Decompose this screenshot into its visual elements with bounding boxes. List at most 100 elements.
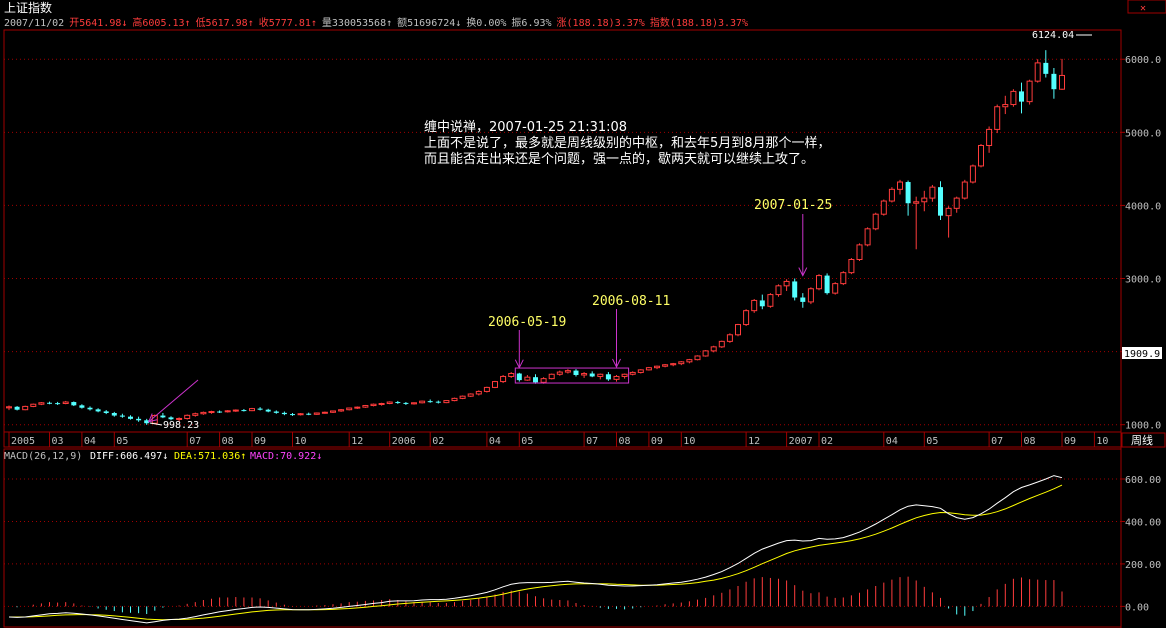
candle <box>411 402 417 405</box>
time-tick-label: 12 <box>351 436 363 447</box>
candle <box>645 366 652 371</box>
candle-body-down <box>160 415 166 418</box>
candle-body-down <box>427 401 433 403</box>
candle-body-up <box>321 411 328 414</box>
candle-body-up <box>338 409 345 412</box>
macd-macd-value: MACD:70.922↓ <box>250 451 322 462</box>
time-tick-label: 02 <box>432 436 444 447</box>
close-icon[interactable]: ✕ <box>1140 3 1146 14</box>
candle-body-up <box>662 364 669 367</box>
candle <box>953 196 960 213</box>
candle-body-down <box>1019 91 1024 102</box>
macd-tick-label: 600.00 <box>1125 475 1161 486</box>
candle <box>306 412 312 416</box>
high-price-label: 6124.04 <box>1032 30 1074 41</box>
candle <box>483 386 490 393</box>
candle <box>783 279 790 291</box>
candle <box>824 273 830 295</box>
close-box[interactable] <box>1127 0 1166 14</box>
time-tick-label: 08 <box>619 436 631 447</box>
time-tick-label: 08 <box>1024 436 1036 447</box>
candle <box>986 126 993 153</box>
candle <box>913 196 920 250</box>
candle <box>419 400 426 404</box>
candle <box>192 412 199 417</box>
candle <box>573 369 579 377</box>
candle-body-up <box>386 401 393 404</box>
candle-body-down <box>759 300 765 307</box>
candle <box>362 404 369 408</box>
header-info-item: 开5641.98↓ <box>69 18 127 29</box>
macd-tick-label: 0.00 <box>1125 602 1149 613</box>
candle <box>702 350 709 357</box>
candle <box>508 372 515 378</box>
macd-panel-border <box>3 448 1122 628</box>
candle <box>378 402 385 406</box>
arrow-2006-05-19 <box>514 330 524 369</box>
candle <box>905 180 911 216</box>
candle-body-down <box>241 410 247 412</box>
candle-body-up <box>556 371 563 375</box>
candle <box>111 411 117 417</box>
candle <box>79 404 85 409</box>
candle <box>718 340 725 348</box>
candle-body-up <box>1059 74 1065 90</box>
candle-body-up <box>508 373 515 377</box>
candle <box>95 408 101 413</box>
candle <box>128 415 133 420</box>
candle <box>144 418 150 425</box>
header-info-item: 指数(188.18)3.37% <box>650 16 748 29</box>
candle <box>176 417 183 422</box>
candle-body-down <box>1051 73 1057 90</box>
period-label[interactable]: 周线 <box>1131 433 1153 447</box>
candle-body-down <box>273 411 279 413</box>
candle-body-up <box>548 373 555 380</box>
candle-body-down <box>589 373 595 377</box>
price-tick-label: 1000.0 <box>1125 421 1161 432</box>
time-tick-label: 04 <box>886 436 898 447</box>
candle <box>492 380 498 389</box>
candle-body-down <box>403 402 409 404</box>
candle-body-up <box>986 128 993 146</box>
candle <box>548 373 555 380</box>
time-tick-label: 05 <box>521 436 533 447</box>
time-tick-label: 09 <box>651 436 663 447</box>
candle-body-up <box>184 414 191 419</box>
candle-body-down <box>119 415 125 417</box>
candle <box>969 164 976 184</box>
candle <box>459 395 466 400</box>
candle <box>751 298 758 313</box>
candle-body-up <box>694 355 701 361</box>
header-info-item: 2007/11/02 <box>4 18 64 29</box>
consolidation-box <box>514 367 630 384</box>
candle <box>87 406 93 411</box>
candle-body-up <box>872 213 879 230</box>
candle-body-up <box>775 285 782 296</box>
time-tick-label: 10 <box>1096 436 1108 447</box>
low-price-label: 998.23 <box>163 420 199 431</box>
period-button[interactable] <box>1121 432 1166 448</box>
candle-body-up <box>710 346 717 352</box>
candle <box>217 410 223 413</box>
candle <box>800 293 806 308</box>
candle <box>313 412 320 415</box>
time-tick-label: 07 <box>991 436 1003 447</box>
candle <box>119 413 125 418</box>
candle <box>30 403 37 408</box>
date-label-2006-05-19: 2006-05-19 <box>488 315 566 330</box>
candle <box>654 365 660 370</box>
candle-body-up <box>840 272 847 285</box>
candle-body-down <box>1043 62 1049 74</box>
candle <box>224 410 231 413</box>
time-tick-label: 09 <box>1064 436 1076 447</box>
candle <box>597 373 604 380</box>
candle <box>938 181 943 221</box>
candle <box>232 409 239 412</box>
macd-dea-value: DEA:571.036↑ <box>174 451 246 462</box>
arrow-2006-08-11 <box>612 309 621 369</box>
candle-body-up <box>969 165 976 183</box>
candle-body-up <box>807 288 814 303</box>
candle <box>435 400 441 404</box>
time-tick-label: 04 <box>84 436 96 447</box>
candle <box>848 258 855 275</box>
